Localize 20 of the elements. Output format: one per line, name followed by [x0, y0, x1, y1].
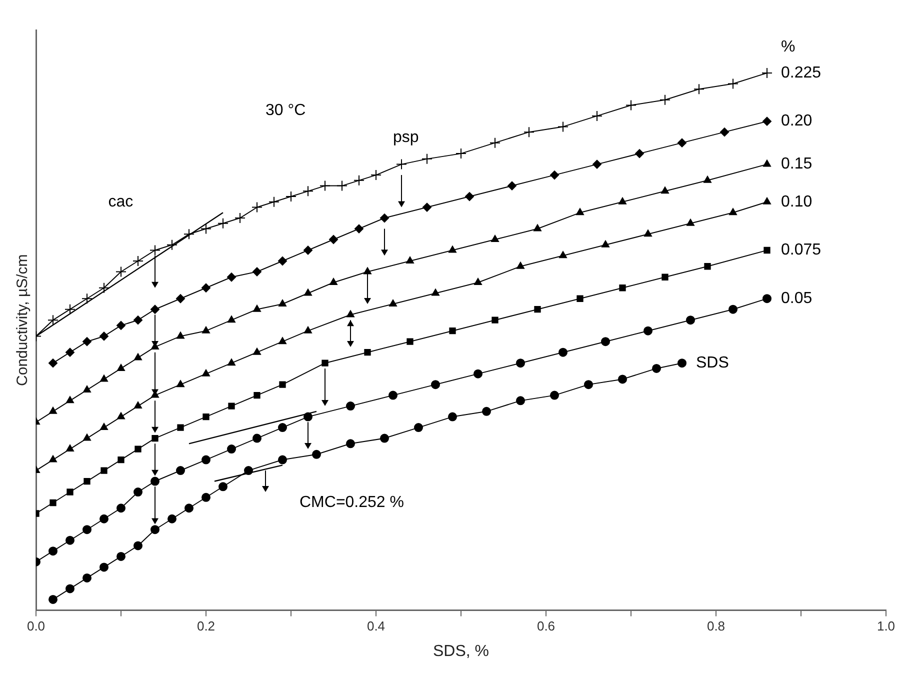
annotation: psp [393, 128, 419, 146]
series-label: 0.225 [781, 64, 822, 82]
x-tick-label: 0.8 [706, 618, 726, 634]
x-tick-label: 0.2 [196, 618, 216, 634]
x-tick-label: 0.6 [536, 618, 556, 634]
x-axis-title: SDS, % [432, 642, 490, 660]
annotation: CMC=0.252 % [300, 494, 404, 512]
x-tick-label: 0.4 [366, 618, 386, 634]
series-label: 0.15 [781, 156, 812, 173]
series-label: 0.075 [781, 242, 822, 259]
x-tick-label: 0.0 [26, 618, 46, 634]
x-tick-label: 1.0 [876, 618, 896, 634]
legend-title: % [781, 38, 796, 56]
series-label: 0.20 [781, 112, 812, 130]
y-axis-title: Conductivity, µS/cm [14, 254, 32, 386]
annotation: cac [108, 193, 134, 210]
series-label: SDS [696, 354, 729, 372]
series-label: 0.05 [781, 290, 812, 308]
series-label: 0.10 [781, 193, 812, 210]
annotation: 30 °C [266, 102, 306, 119]
